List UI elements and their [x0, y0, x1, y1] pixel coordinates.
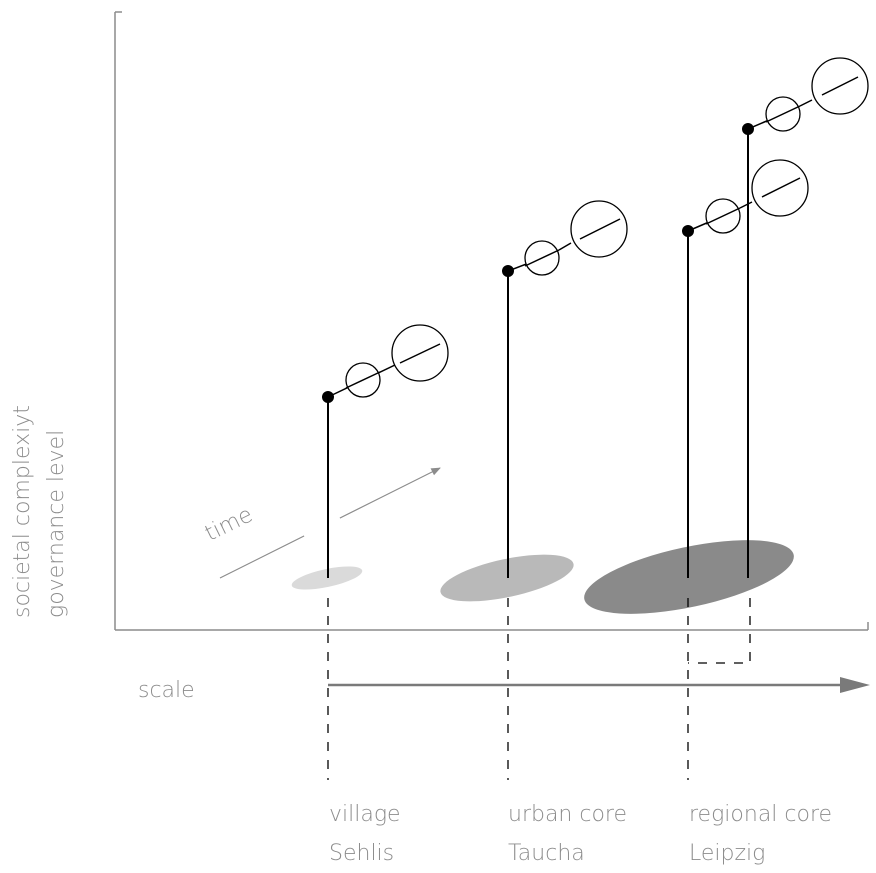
regional-2-dot	[742, 123, 754, 135]
y-axis-label-line1: societal complexiyt	[10, 405, 35, 618]
village-trend-inner-2	[399, 343, 441, 364]
place-village-type: village	[329, 802, 401, 827]
village-trend-inner-1	[345, 371, 381, 389]
y-axis-label-line2: governance level	[44, 429, 69, 618]
regional-2-trend-inner-1	[765, 105, 801, 123]
place-regional-name: Leipzig	[689, 841, 766, 866]
place-regional-type: regional core	[689, 802, 833, 827]
urban-trend-inner-1	[524, 249, 560, 267]
place-urban-name: Taucha	[508, 841, 585, 866]
regional-1-dot	[682, 225, 694, 237]
regional-1-trend-link	[739, 201, 753, 209]
regional-1-trend-inner-2	[761, 177, 801, 198]
regional-2-trend-link	[799, 99, 813, 107]
urban-trend-link	[558, 242, 572, 251]
scale-arrow-head	[840, 677, 870, 693]
village-dot	[322, 391, 334, 403]
regional-1-trend-inner-1	[705, 207, 741, 225]
place-village-name: Sehlis	[329, 841, 395, 866]
regional-2-trend-inner-2	[821, 76, 859, 96]
time-arrow-gap	[296, 502, 344, 544]
urban-dot	[502, 265, 514, 277]
urban-trend-inner-2	[579, 218, 621, 240]
regional-bracket	[688, 598, 751, 664]
place-urban-type: urban core	[508, 802, 628, 827]
scale-label: scale	[138, 678, 195, 703]
